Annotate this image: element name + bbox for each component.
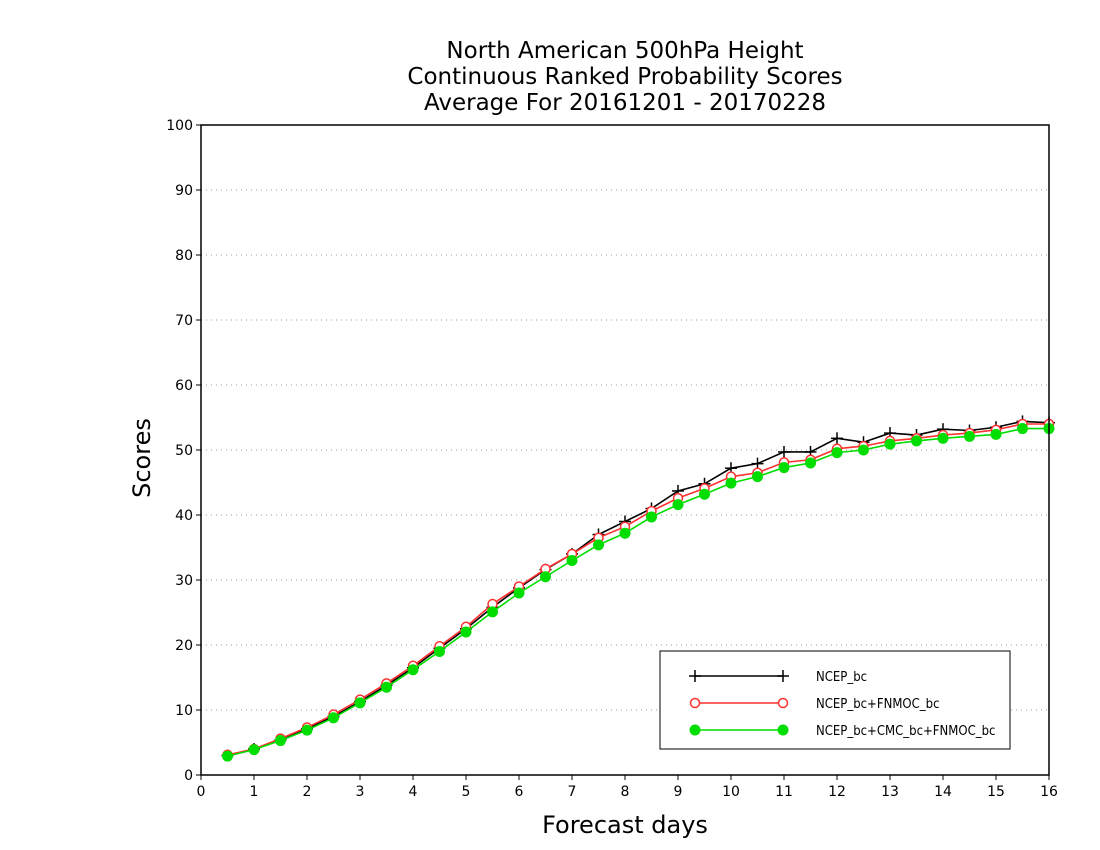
data-point xyxy=(354,697,366,709)
data-point xyxy=(699,488,710,500)
legend-label: NCEP_bc xyxy=(816,670,867,685)
legend-entry: NCEP_bc+CMC_bc+FNMOC_bc xyxy=(689,724,995,739)
x-axis-title: Forecast days xyxy=(542,811,708,839)
x-tick-label: 10 xyxy=(722,784,740,800)
data-point xyxy=(689,670,701,682)
x-tick-label: 1 xyxy=(250,784,259,800)
x-tick-label: 13 xyxy=(881,784,899,800)
data-point xyxy=(805,457,816,469)
x-tick-label: 8 xyxy=(621,784,630,800)
legend: NCEP_bc NCEP_bc+FNMOC_bc NCEP_bc+CMC_bc+FN… xyxy=(659,650,1011,750)
data-point xyxy=(911,435,922,447)
y-axis-ticks: 0 10 20 30 40 50 60 70 80 90 100 xyxy=(166,118,201,784)
data-point xyxy=(689,724,701,736)
x-tick-label: 4 xyxy=(409,784,418,800)
y-tick-label: 80 xyxy=(175,248,193,264)
data-point xyxy=(990,428,1002,440)
data-point xyxy=(778,462,790,474)
x-tick-label: 11 xyxy=(775,784,793,800)
chart-title-line: Continuous Ranked Probability Scores xyxy=(407,64,842,90)
data-point xyxy=(831,432,843,445)
legend-box xyxy=(659,650,1011,750)
data-point xyxy=(381,681,392,693)
x-axis-ticks: 0 1 2 3 4 5 6 7 8 9 10 11 12 13 14 15 16 xyxy=(197,775,1058,800)
data-point xyxy=(752,471,763,483)
x-tick-label: 5 xyxy=(462,784,471,800)
data-point xyxy=(831,447,843,459)
chart-title-line: North American 500hPa Height xyxy=(446,38,803,64)
data-point xyxy=(646,511,657,523)
x-tick-label: 12 xyxy=(828,784,846,800)
y-tick-label: 70 xyxy=(175,313,193,329)
legend-entry: NCEP_bc xyxy=(689,670,867,685)
data-point xyxy=(301,724,313,736)
y-tick-label: 90 xyxy=(175,183,193,199)
data-point xyxy=(858,444,869,456)
data-point xyxy=(777,697,789,709)
data-point xyxy=(248,744,260,756)
y-axis-title: Scores xyxy=(128,418,156,498)
y-tick-label: 30 xyxy=(175,573,193,589)
y-tick-label: 40 xyxy=(175,508,193,524)
y-tick-label: 10 xyxy=(175,703,193,719)
x-tick-label: 9 xyxy=(674,784,683,800)
y-tick-label: 60 xyxy=(175,378,193,394)
data-point xyxy=(487,606,498,618)
data-point xyxy=(407,664,419,676)
y-tick-label: 100 xyxy=(166,118,193,134)
data-point xyxy=(672,499,684,511)
data-point xyxy=(777,724,789,736)
y-tick-label: 20 xyxy=(175,638,193,654)
data-point xyxy=(275,735,286,747)
data-point xyxy=(778,445,790,458)
x-tick-label: 2 xyxy=(303,784,312,800)
data-point xyxy=(434,646,445,657)
x-tick-label: 7 xyxy=(568,784,577,800)
data-point xyxy=(460,626,472,638)
data-point xyxy=(540,571,551,583)
data-point xyxy=(1017,423,1028,435)
data-point xyxy=(964,430,975,442)
x-tick-label: 0 xyxy=(197,784,206,800)
data-point xyxy=(619,527,631,539)
y-tick-label: 50 xyxy=(175,443,193,459)
x-tick-label: 3 xyxy=(356,784,365,800)
data-point xyxy=(777,670,789,682)
data-point xyxy=(884,438,896,450)
data-point xyxy=(725,477,737,489)
plot-frame xyxy=(200,124,1050,776)
data-point xyxy=(689,697,701,709)
data-point xyxy=(937,432,949,444)
grid-lines xyxy=(201,189,1049,711)
x-tick-label: 14 xyxy=(934,784,952,800)
x-tick-label: 6 xyxy=(515,784,524,800)
data-series xyxy=(221,415,1055,762)
legend-label: NCEP_bc+FNMOC_bc xyxy=(816,697,940,712)
data-point xyxy=(328,712,339,724)
series-ncep-bc-cmc-bc-fnmoc-bc xyxy=(222,423,1055,762)
data-point xyxy=(222,750,233,762)
legend-label: NCEP_bc+CMC_bc+FNMOC_bc xyxy=(816,724,995,739)
x-tick-label: 15 xyxy=(987,784,1005,800)
chart-title-line: Average For 20161201 - 20170228 xyxy=(424,90,826,116)
data-point xyxy=(513,587,525,599)
x-tick-label: 16 xyxy=(1040,784,1058,800)
legend-entry: NCEP_bc+FNMOC_bc xyxy=(689,697,940,712)
y-tick-label: 0 xyxy=(184,768,193,784)
data-point xyxy=(566,555,578,566)
data-point xyxy=(593,539,604,551)
